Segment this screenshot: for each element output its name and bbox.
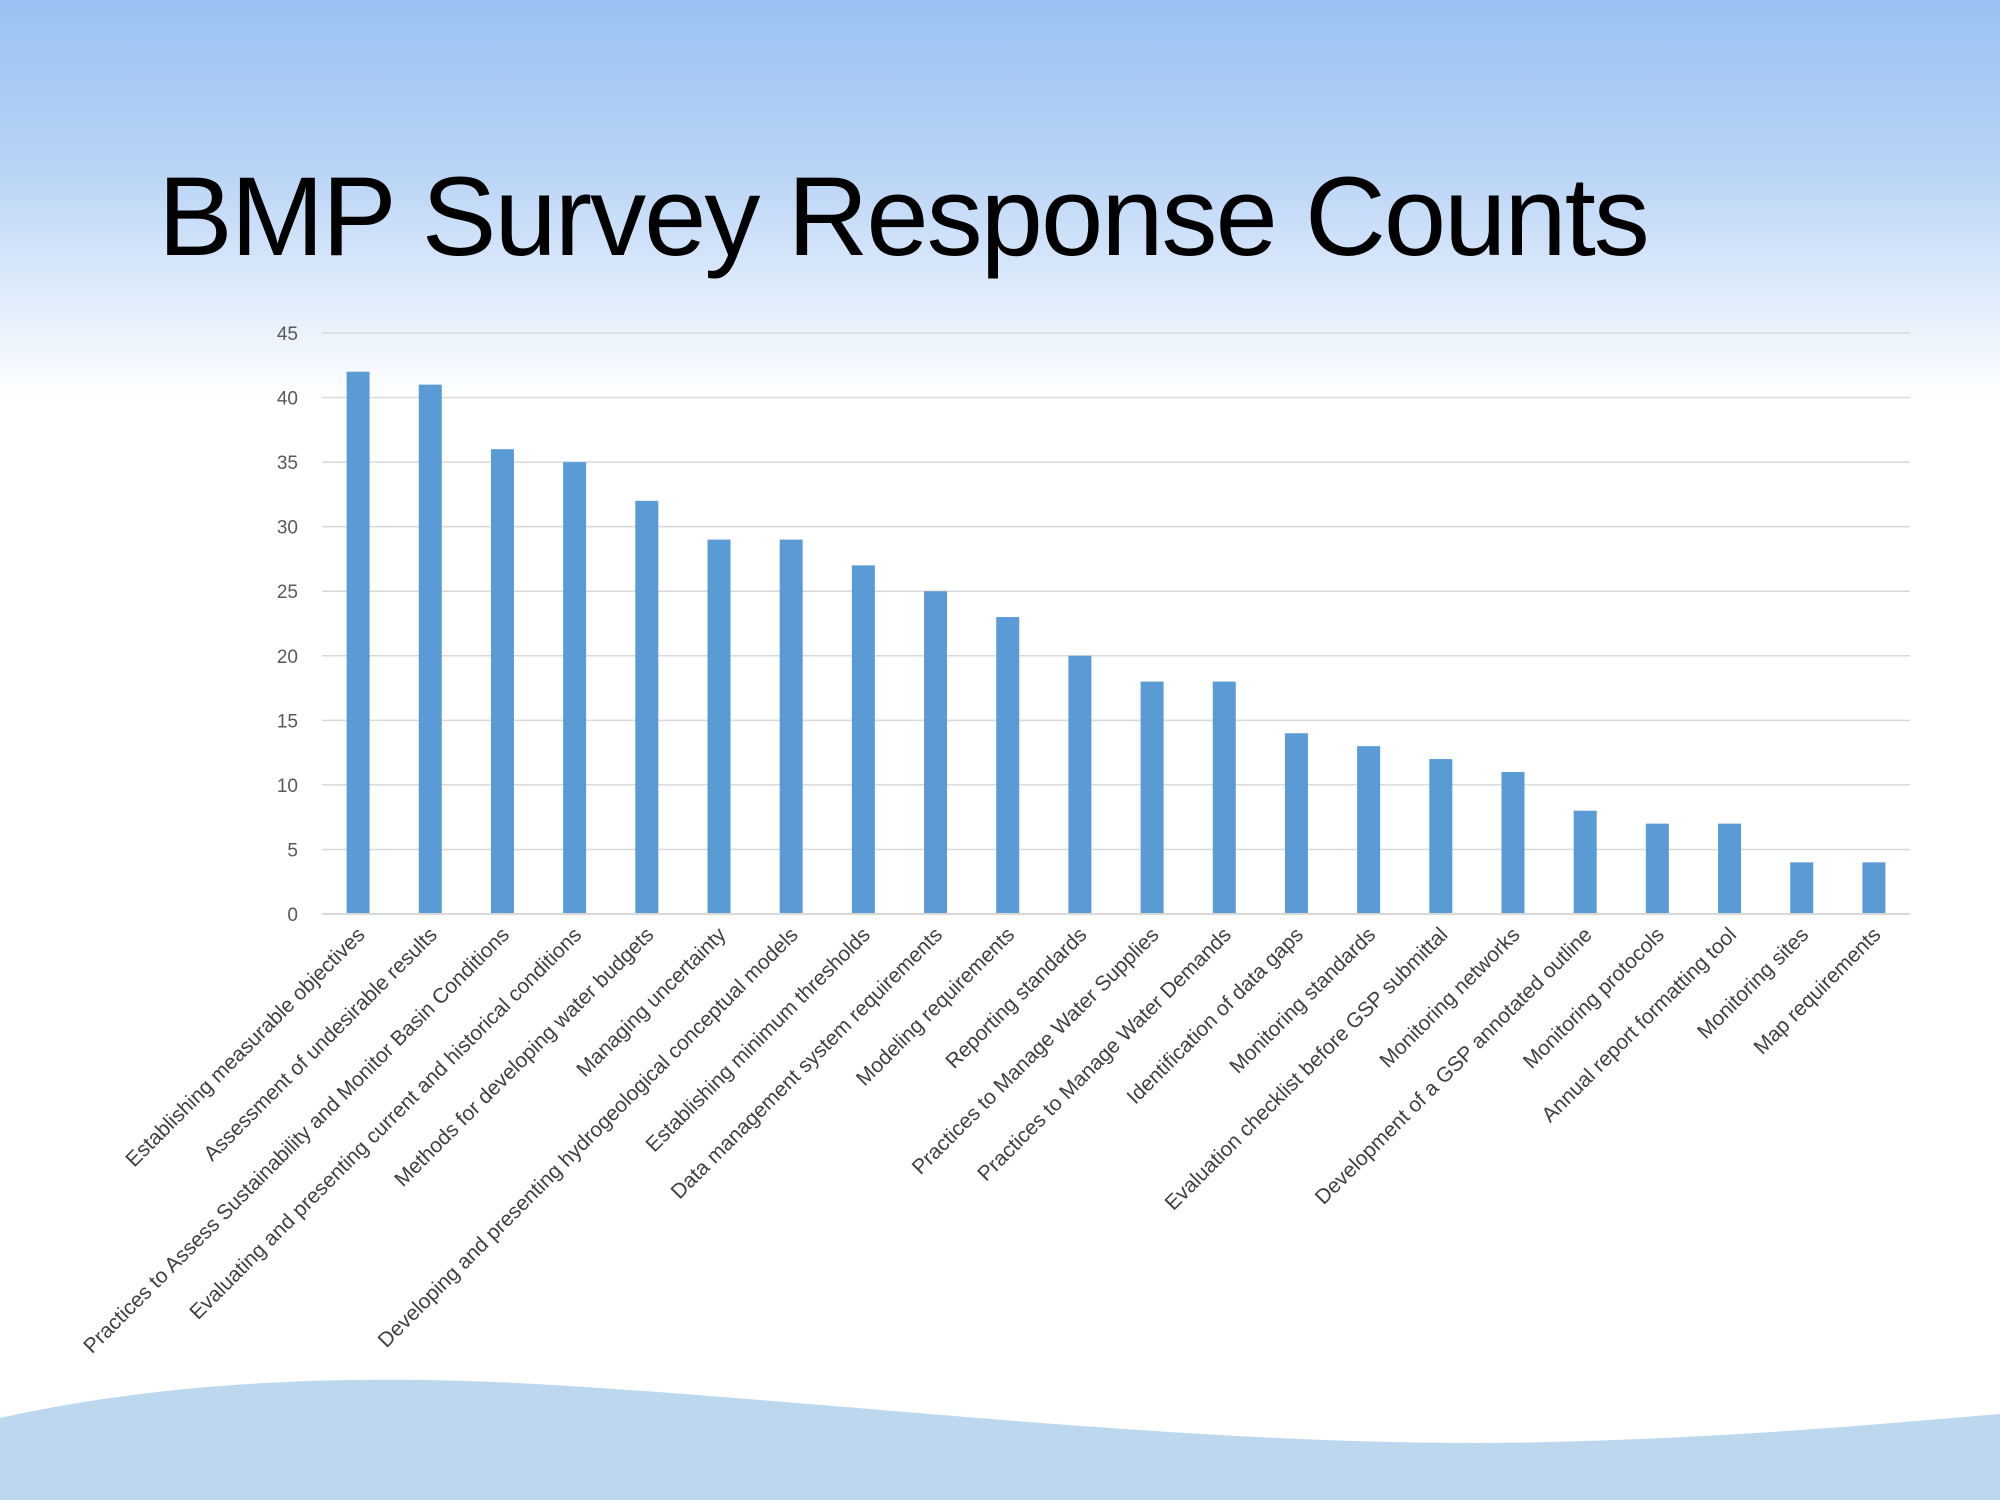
bars [346, 371, 1886, 915]
bar [1501, 771, 1525, 914]
x-category-label: Reporting standards [941, 923, 1091, 1073]
bar [1068, 655, 1092, 914]
bar [1284, 733, 1308, 914]
x-category-label: Development of a GSP annotated outline [1311, 923, 1597, 1209]
bar [779, 539, 803, 914]
y-tick-label: 45 [277, 324, 298, 345]
bar [1140, 681, 1164, 914]
y-tick-label: 30 [277, 518, 298, 539]
bar [1212, 681, 1236, 914]
x-axis-category-labels: Establishing measurable objectivesAssess… [79, 923, 1885, 1358]
bar [1645, 823, 1669, 914]
bar [1357, 746, 1381, 914]
bar [1790, 862, 1814, 914]
y-tick-label: 0 [287, 905, 298, 926]
wave-shape [0, 1379, 2000, 1500]
x-category-label: Map requirements [1750, 923, 1886, 1059]
bar [707, 539, 731, 914]
y-tick-label: 15 [277, 711, 298, 732]
bar [346, 371, 370, 914]
bar [1573, 810, 1597, 914]
x-category-label: Monitoring standards [1225, 923, 1380, 1078]
bar [1718, 823, 1742, 914]
gridlines [322, 332, 1910, 915]
bar [924, 591, 948, 914]
y-tick-label: 20 [277, 647, 298, 668]
x-category-label: Monitoring networks [1375, 923, 1524, 1072]
bar [1862, 862, 1886, 914]
bar [635, 500, 659, 914]
bar [563, 462, 587, 914]
x-category-label: Monitoring protocols [1519, 923, 1669, 1073]
y-tick-label: 25 [277, 582, 298, 603]
y-tick-label: 10 [277, 776, 298, 797]
x-category-label: Data management system requirements [667, 923, 947, 1203]
x-category-label: Practices to Manage Water Demands [973, 923, 1235, 1185]
y-tick-label: 40 [277, 389, 298, 410]
bar [490, 449, 514, 914]
y-tick-label: 35 [277, 453, 298, 474]
bar [418, 384, 442, 915]
bar [851, 565, 875, 914]
x-category-label: Methods for developing water budgets [390, 923, 658, 1191]
y-tick-label: 5 [287, 840, 298, 861]
bar [1429, 759, 1453, 914]
y-axis-tick-labels: 0 5 10 15 20 25 30 35 40 45 [277, 324, 298, 926]
bar [996, 617, 1020, 914]
slide-title: BMP Survey Response Counts [158, 154, 1650, 279]
